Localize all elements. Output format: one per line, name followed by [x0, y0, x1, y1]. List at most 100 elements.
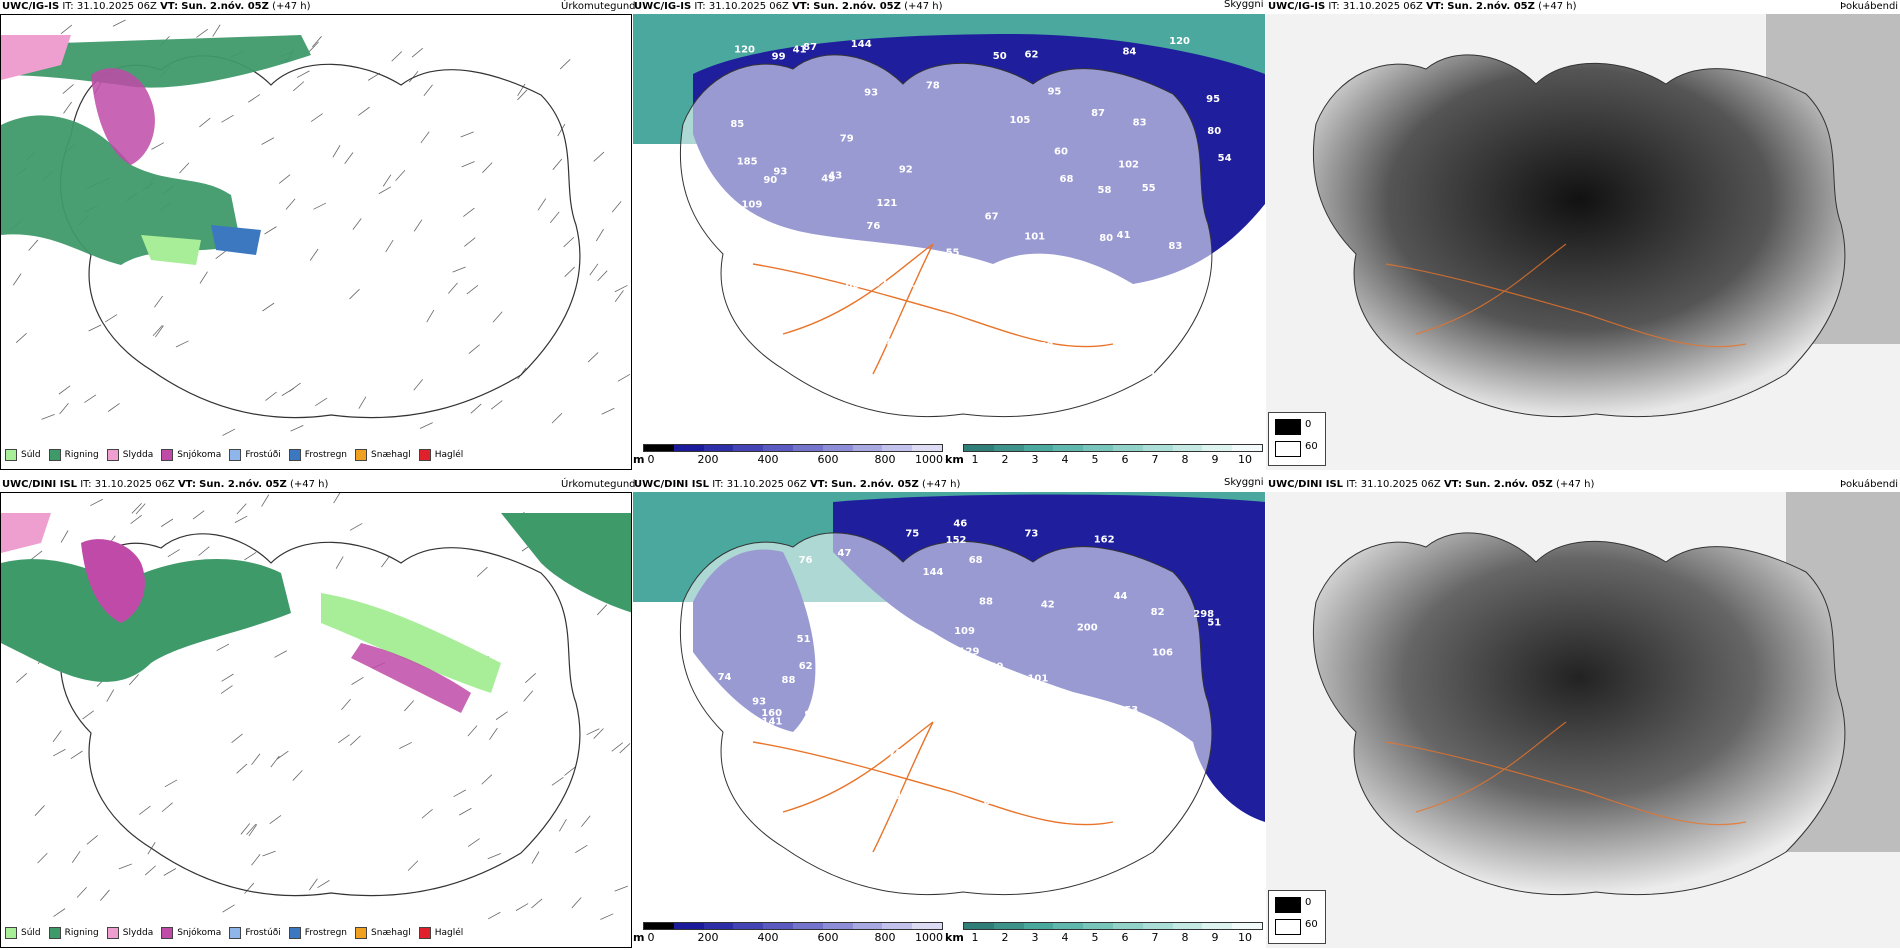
vis-tick: 10	[1238, 931, 1252, 944]
wind-barb	[212, 24, 221, 37]
cloud-base-label: 152	[946, 535, 967, 546]
wind-barb	[381, 555, 391, 568]
fog-legend-label: 0	[1305, 897, 1312, 908]
cloud-base-label: 89	[1012, 356, 1026, 367]
road-network	[1385, 721, 1747, 826]
legend-item-sleet: Slydda	[106, 927, 153, 939]
wind-barb	[458, 807, 472, 816]
wind-barb	[52, 730, 62, 743]
cloud-base-label: 50	[993, 51, 1007, 62]
cloud-base-unit: m	[633, 453, 645, 466]
cloud-base-label: 41	[1117, 230, 1131, 241]
rain-area	[1, 559, 291, 682]
wind-barb	[261, 137, 275, 145]
wind-barb	[30, 550, 43, 560]
wind-barb	[552, 158, 563, 170]
panel-title-precip: Úrkomutegund	[561, 479, 636, 490]
precip-legend: Súld Rigning Slydda Snjókoma Frostúði Fr…	[5, 447, 463, 463]
cloud-base-label: 78	[771, 334, 785, 345]
cloud-base-label: 120	[1123, 369, 1144, 380]
wind-barb	[274, 650, 287, 658]
cloud-tick: 200	[697, 453, 719, 466]
visibility-colorbar: km 1 2 3 4 5 6 7 8 9 10	[945, 444, 1265, 466]
cloud-base-label: 99	[1079, 354, 1093, 365]
vis-tick: 5	[1091, 931, 1099, 944]
wind-barb	[264, 226, 277, 235]
precip-type-map: Súld Rigning Slydda Snjókoma Frostúði Fr…	[0, 14, 632, 470]
wind-barb	[614, 285, 628, 293]
wind-barb	[15, 332, 27, 343]
panel-title-visibility: Skyggni	[1224, 477, 1264, 488]
vis-tick: 1	[971, 931, 979, 944]
wind-barb	[419, 422, 433, 429]
cloud-base-label: 43	[828, 170, 842, 181]
drizzle-area	[321, 593, 501, 693]
wind-barb	[391, 51, 403, 62]
cloud-base-unit: m	[633, 931, 645, 944]
wind-barb	[59, 402, 69, 415]
legend-item-freezing-rain: Frostregn	[288, 927, 347, 939]
cloud-base-label: 80	[1099, 233, 1113, 244]
wind-barb	[28, 239, 39, 251]
cloud-base-label: 93	[864, 88, 878, 99]
cloud-base-label: 145	[1132, 764, 1153, 775]
wind-barb	[332, 145, 341, 158]
vis-tick: 9	[1211, 453, 1219, 466]
cloud-tick: 1000	[915, 453, 943, 466]
cloud-base-label: 114	[883, 625, 904, 636]
drizzle-area	[141, 235, 201, 265]
legend-item-hail: Haglél	[418, 449, 463, 461]
fog-legend-label: 60	[1305, 919, 1318, 930]
wind-barb	[16, 672, 28, 683]
wind-barb	[413, 219, 423, 232]
wind-barb	[407, 860, 419, 871]
wind-barb	[575, 844, 588, 853]
wind-barb	[310, 113, 323, 122]
cloud-base-label: 74	[1025, 770, 1039, 781]
wind-barb	[308, 41, 319, 53]
cloud-base-label: 51	[743, 319, 757, 330]
model-row-dini-isl: UWC/DINI ISL IT: 31.10.2025 06Z VT: Sun.…	[0, 477, 1900, 948]
cloud-base-label: 76	[823, 338, 837, 349]
vis-tick: 8	[1181, 931, 1189, 944]
cloud-base-label: 85	[813, 240, 827, 251]
cloud-base-label: 162	[1094, 534, 1115, 545]
rain-area-north	[1, 35, 311, 88]
fog-legend-swatch-light	[1275, 441, 1301, 457]
cloud-base-label: 83	[1133, 117, 1147, 128]
wind-barb	[262, 850, 276, 857]
wind-barb	[199, 117, 211, 128]
wind-barb	[154, 295, 164, 308]
wind-barb	[344, 152, 354, 164]
cloud-base-label: 39	[985, 743, 999, 754]
wind-barb	[221, 114, 234, 123]
panel-title-fog: Þokuábendi	[1840, 1, 1899, 12]
wind-barb	[313, 202, 327, 210]
cloud-base-label: 139	[983, 661, 1004, 672]
wind-barb	[240, 823, 251, 835]
cloud-base-label: 109	[741, 200, 762, 211]
wind-barb	[349, 288, 360, 300]
wind-barb	[164, 779, 178, 788]
legend-item-sleet: Slydda	[106, 449, 153, 461]
wind-barb	[161, 802, 173, 813]
cloud-base-label: 129	[959, 647, 980, 658]
wind-barb	[564, 266, 576, 277]
wind-barb	[53, 748, 66, 757]
wind-barb	[281, 388, 295, 396]
wind-barb	[76, 886, 87, 898]
wind-barb	[244, 552, 257, 561]
wind-barb	[421, 808, 433, 819]
cloud-base-label: 49	[821, 174, 835, 185]
panel-header-visibility: UWC/IG-IS IT: 31.10.2025 06Z VT: Sun. 2.…	[634, 1, 943, 12]
wind-barb	[222, 428, 236, 436]
cloud-base-label: 51	[797, 634, 811, 645]
wind-barb	[34, 805, 45, 816]
cloud-base-label: 53	[813, 759, 827, 770]
wind-barb	[476, 566, 488, 577]
wind-barb	[265, 391, 277, 401]
wind-barb	[423, 84, 433, 97]
cloud-base-label: 114	[1059, 316, 1080, 327]
panel-title-fog: Þokuábendi	[1840, 479, 1899, 490]
wind-barb	[487, 853, 501, 860]
